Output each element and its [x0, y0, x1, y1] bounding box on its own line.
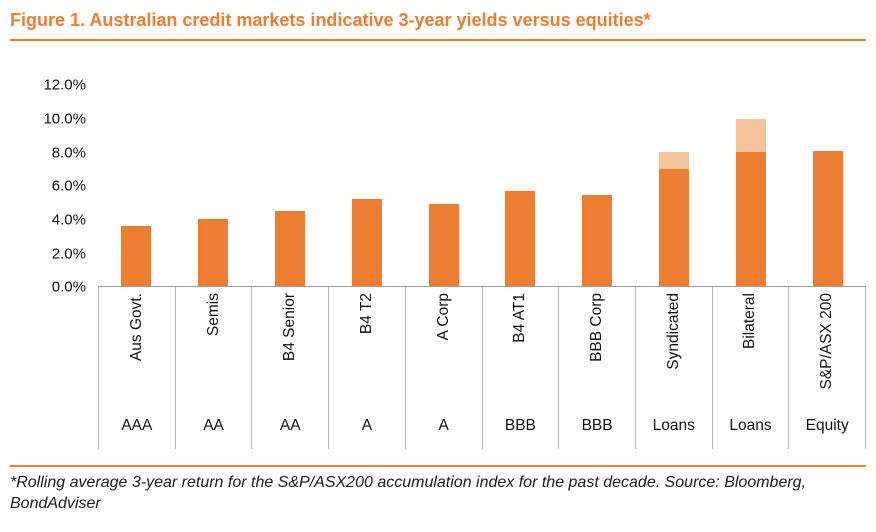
- y-tick-label: 8.0%: [51, 144, 86, 162]
- bar-main-segment: [274, 210, 305, 287]
- y-tick-label: 10.0%: [43, 110, 86, 128]
- bar: [582, 85, 613, 287]
- bar-main-segment: [658, 168, 689, 287]
- y-axis: 0.0% 2.0% 4.0% 6.0% 8.0% 10.0% 12.0%: [10, 77, 98, 296]
- category-label-text: Aus Govt.: [127, 293, 145, 362]
- category-label-rotated: BBB Corp: [559, 287, 635, 403]
- category-group-label: BBB: [504, 417, 536, 435]
- bar: [505, 85, 536, 287]
- bar: [812, 85, 843, 287]
- bar-slot: [789, 85, 866, 287]
- bar-main-segment: [121, 225, 152, 287]
- category-label-text: A Corp: [434, 293, 452, 341]
- bar: [735, 85, 766, 287]
- category-cell: A Corp A: [406, 287, 483, 450]
- category-labels: Aus Govt. AAA Semis AA B4 Senior AA B4 T2 A A Co…: [98, 287, 867, 450]
- category-cell: S&P/ASX 200 Equity: [789, 287, 867, 450]
- bar-chart: 0.0% 2.0% 4.0% 6.0% 8.0% 10.0% 12.0% Aus Govt.…: [10, 77, 867, 450]
- category-label-text: S&P/ASX 200: [818, 293, 836, 390]
- category-label-text: B4 T2: [357, 293, 375, 335]
- bar-slot: [712, 85, 789, 287]
- category-cell: Bilateral Loans: [713, 287, 790, 450]
- bar-main-segment: [428, 204, 459, 287]
- bar-slot: [636, 85, 713, 287]
- y-tick-label: 4.0%: [51, 211, 86, 229]
- bar-main-segment: [505, 190, 536, 287]
- y-tick-label: 12.0%: [43, 76, 86, 94]
- y-tick-label: 2.0%: [51, 245, 86, 263]
- bar-slot: [328, 85, 405, 287]
- bar-slot: [482, 85, 559, 287]
- category-group-label: AA: [279, 417, 301, 435]
- category-label-text: Bilateral: [741, 293, 759, 350]
- bar-upper-segment: [658, 152, 689, 169]
- category-cell: B4 Senior AA: [252, 287, 330, 450]
- category-group-label: A: [438, 417, 449, 435]
- bar: [274, 85, 305, 287]
- bar-slot: [175, 85, 252, 287]
- category-label-text: Syndicated: [664, 293, 682, 370]
- bar-slot: [98, 85, 175, 287]
- category-label-rotated: Aus Govt.: [99, 287, 175, 403]
- category-label-rotated: Syndicated: [636, 287, 712, 403]
- chart-body: 0.0% 2.0% 4.0% 6.0% 8.0% 10.0% 12.0%: [10, 77, 866, 296]
- source-note: *Rolling average 3-year return for the S…: [10, 474, 807, 512]
- bar-main-segment: [351, 199, 382, 287]
- bar-main-segment: [735, 152, 766, 287]
- bar-main-segment: [582, 194, 613, 287]
- bar-main-segment: [198, 219, 229, 287]
- category-group-label: Equity: [805, 417, 849, 435]
- category-group-label: BBB: [581, 417, 613, 435]
- bar: [658, 85, 689, 287]
- category-label-text: B4 AT1: [511, 293, 529, 343]
- category-label-text: Semis: [204, 293, 222, 337]
- category-cell: B4 AT1 BBB: [483, 287, 560, 450]
- category-label-text: B4 Senior: [281, 293, 299, 362]
- category-cell: Semis AA: [176, 287, 253, 450]
- category-label-rotated: B4 Senior: [252, 287, 328, 403]
- bar: [121, 85, 152, 287]
- category-label-rotated: Semis: [176, 287, 252, 403]
- category-group-label: A: [361, 417, 373, 435]
- bar: [198, 85, 229, 287]
- y-tick-label: 6.0%: [51, 177, 86, 195]
- category-label-text: BBB Corp: [588, 293, 606, 363]
- category-cell: Syndicated Loans: [636, 287, 713, 450]
- category-group-label: Loans: [652, 417, 695, 435]
- category-cell: B4 T2 A: [329, 287, 406, 450]
- category-label-rotated: B4 AT1: [483, 287, 559, 403]
- category-cell: BBB Corp BBB: [559, 287, 636, 450]
- footer-divider: [10, 465, 866, 468]
- category-label-rotated: A Corp: [406, 287, 482, 403]
- plot-area: [98, 85, 866, 288]
- category-cell: Aus Govt. AAA: [98, 287, 176, 450]
- category-label-rotated: B4 T2: [329, 287, 405, 403]
- category-label-rotated: Bilateral: [713, 287, 789, 403]
- category-group-label: Loans: [729, 417, 772, 435]
- category-group-label: AAA: [121, 417, 153, 435]
- bar-slot: [252, 85, 329, 287]
- bar: [351, 85, 382, 287]
- title-divider: [10, 39, 866, 42]
- bar-upper-segment: [735, 118, 766, 153]
- bar: [428, 85, 459, 287]
- y-tick-label: 0.0%: [51, 278, 86, 296]
- category-label-rotated: S&P/ASX 200: [789, 287, 865, 403]
- bar-main-segment: [812, 150, 843, 287]
- category-group-label: AA: [203, 417, 224, 435]
- bar-slot: [559, 85, 636, 287]
- bar-slot: [405, 85, 482, 287]
- figure-title: Figure 1. Australian credit markets indi…: [10, 10, 651, 30]
